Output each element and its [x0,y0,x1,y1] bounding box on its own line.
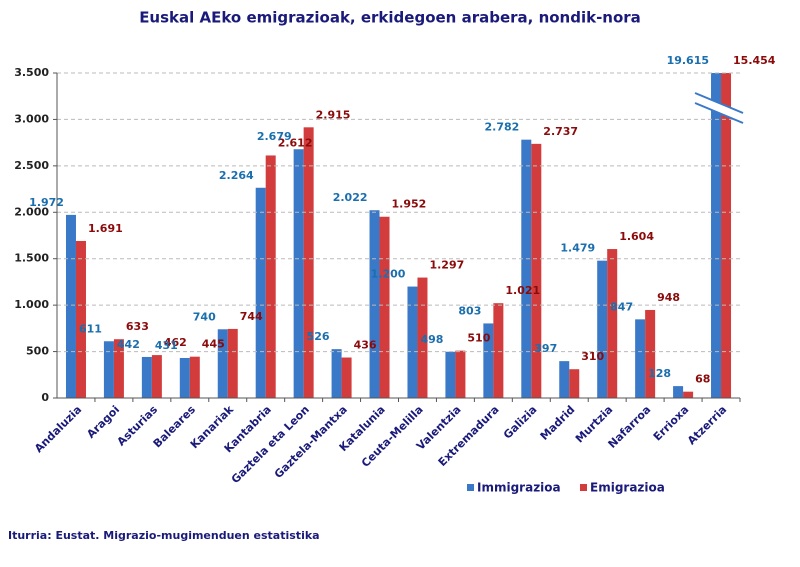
source-note: Iturria: Eustat. Migrazio-mugimenduen es… [8,529,320,542]
bar [75,240,86,398]
x-tick-label: Andaluzia [32,403,84,455]
bar [683,391,694,398]
value-label: 744 [240,310,263,323]
bar [721,73,732,398]
value-label: 1.479 [560,242,595,255]
value-label: 1.604 [619,230,654,243]
bar [483,323,494,398]
bar [597,260,608,398]
bar [151,355,162,398]
value-label: 740 [193,310,216,323]
bar [369,210,380,398]
value-label: 397 [534,342,557,355]
bar [711,73,722,398]
y-tick-label: 500 [26,345,49,358]
value-label: 526 [307,330,330,343]
value-label: 15.454 [733,54,776,67]
value-label: 1.691 [88,222,123,235]
bar [521,139,532,398]
bar [673,386,684,398]
bar [407,286,418,398]
bar [341,357,352,398]
y-tick-label: 3.500 [14,66,49,79]
value-label: 2.737 [543,125,578,138]
bar [493,303,504,398]
bar [645,309,656,398]
chart-title: Euskal AEko emigrazioak, erkidegoen arab… [139,9,641,27]
value-label: 2.022 [333,191,368,204]
value-label: 510 [467,332,490,345]
bar [65,214,76,398]
x-tick-label: Aragoi [84,403,122,441]
axis-break [694,92,744,114]
bar [113,339,124,398]
value-label: 2.264 [219,169,254,182]
legend-swatch [580,484,587,491]
value-label: 1.200 [371,268,406,281]
value-label: 803 [458,304,481,317]
value-label: 2.679 [257,130,292,143]
bar [331,349,342,398]
value-label: 128 [648,367,671,380]
bar [379,216,390,398]
value-label: 442 [117,338,140,351]
bar [293,149,304,398]
bar [179,357,190,398]
y-tick-label: 1.500 [14,252,49,265]
value-label: 633 [126,320,149,333]
value-label: 436 [354,339,377,352]
axis-break [694,102,744,124]
legend-label: Immigrazioa [477,481,561,495]
bar [559,361,570,398]
value-label: 68 [695,373,710,386]
y-tick-label: 1.000 [14,298,49,311]
legend-label: Emigrazioa [590,481,665,495]
plot-area [65,73,732,399]
value-label: 2.915 [316,108,351,121]
bar [303,127,314,399]
y-tick-label: 2.500 [14,159,49,172]
y-tick-label: 0 [41,391,49,404]
bar [265,155,276,398]
value-label: 462 [164,336,187,349]
bar [455,350,466,398]
bar [103,341,114,398]
y-tick-label: 3.000 [14,112,49,125]
value-label: 498 [420,333,443,346]
y-tick-label: 2.000 [14,205,49,218]
value-label: 847 [610,300,633,313]
x-tick-label: Gaztela-Mantxa [272,403,350,481]
value-label: 431 [155,339,178,352]
value-label: 611 [79,322,102,335]
value-label: 2.612 [278,136,313,149]
value-label: 2.782 [485,121,520,134]
bar [217,329,228,398]
value-label: 1.021 [505,284,540,297]
x-tick-label: Atzerria [685,403,729,447]
value-label: 948 [657,291,680,304]
bar [255,187,266,398]
bar [141,356,152,398]
bar [189,356,200,398]
x-tick-label: Madrid [538,403,578,443]
bar [445,351,456,398]
bar [569,369,580,398]
bar [635,319,646,398]
bar [417,277,428,398]
value-label: 1.972 [29,196,64,209]
x-tick-label: Galizia [501,403,540,442]
axis-break [693,93,745,123]
bar [227,328,238,398]
bar [531,143,542,398]
value-label: 1.952 [392,198,427,211]
value-label: 310 [581,350,604,363]
bar [607,249,618,398]
legend-swatch [467,484,474,491]
value-label: 1.297 [429,259,464,272]
value-label: 445 [202,338,225,351]
value-label: 19.615 [667,54,709,67]
